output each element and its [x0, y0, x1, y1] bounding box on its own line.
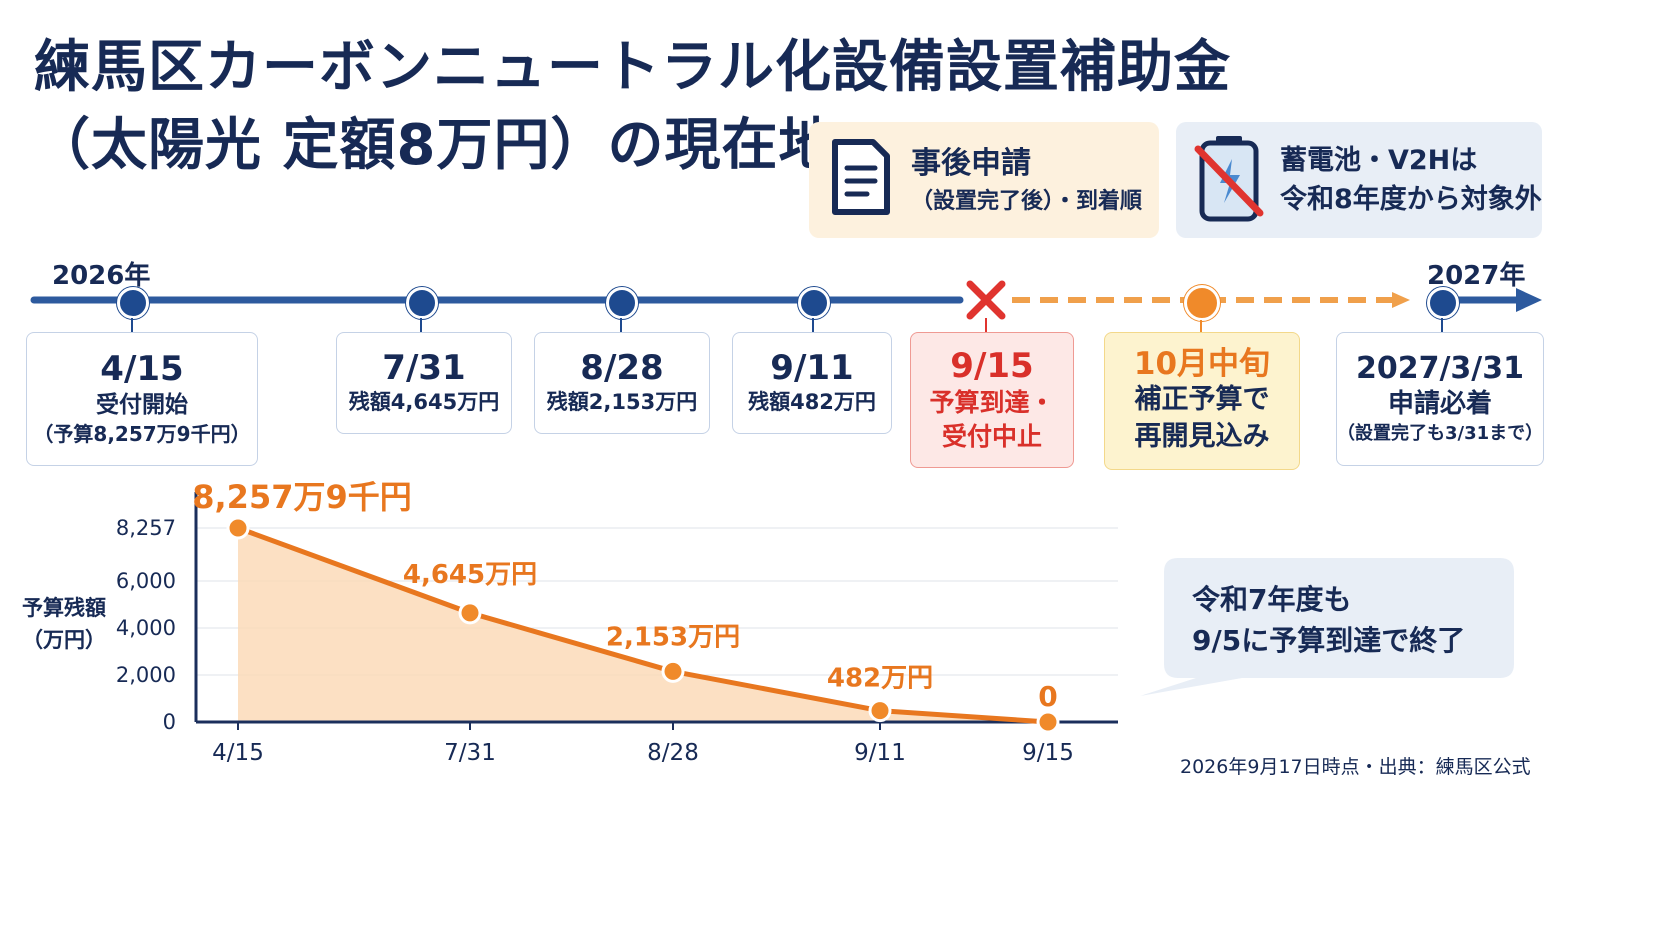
battery-card-line1: 蓄電池・V2Hは: [1280, 144, 1478, 176]
chart-data-point: [1036, 710, 1060, 734]
chart-points: [226, 516, 1060, 734]
page-title-line1: 練馬区カーボンニュートラル化設備設置補助金: [34, 35, 1231, 100]
chart-y-ticks: 8,257 6,000 4,000 2,000 0: [116, 516, 176, 734]
budget-chart: 8,257 6,000 4,000 2,000 0 4/15 7/31 8/28 9/11 9/…: [116, 478, 1118, 766]
note-line2: 9/5に予算到達で終了: [1192, 623, 1466, 657]
chart-x-ticks: 4/15 7/31 8/28 9/11 9/15: [212, 722, 1074, 766]
event-line1: 残額4,645万円: [348, 389, 500, 414]
application-info-card: 事後申請 （設置完了後）・到着順: [809, 122, 1159, 238]
timeline-start-year: 2026年: [52, 261, 151, 291]
timeline-dot-8-28: [606, 287, 638, 319]
chart-data-label: 482万円: [827, 664, 933, 694]
chart-x-tick-label: 9/15: [1022, 740, 1074, 766]
timeline-connector: [131, 318, 133, 332]
event-box-7-31: 7/31 残額4,645万円: [336, 332, 512, 434]
timeline-arrow-icon: [1516, 288, 1542, 312]
chart-y-tick-label: 4,000: [116, 616, 176, 640]
chart-x-tick-label: 8/28: [647, 740, 699, 766]
timeline-connector: [812, 318, 814, 332]
application-card-line1: 事後申請: [911, 146, 1031, 182]
chart-area-fill: [238, 528, 1048, 722]
event-box-9-15: 9/15 予算到達・ 受付中止: [910, 332, 1074, 468]
event-date: 7/31: [382, 347, 466, 388]
chart-data-point: [868, 699, 892, 723]
event-date: 9/15: [950, 345, 1034, 386]
timeline-connector: [985, 318, 987, 332]
timeline-connector: [420, 318, 422, 332]
chart-ylabel: 予算残額（万円）: [22, 593, 112, 656]
document-icon: [829, 138, 893, 222]
note-bubble: [1140, 558, 1514, 696]
chart-ylabel-text: 予算残額（万円）: [22, 596, 106, 652]
chart-y-tick-label: 2,000: [116, 663, 176, 687]
timeline-dot-7-31: [406, 287, 438, 319]
timeline-connector: [1441, 318, 1443, 332]
note-text: 令和7年度も 9/5に予算到達で終了: [1192, 580, 1465, 661]
event-box-8-28: 8/28 残額2,153万円: [534, 332, 710, 434]
battery-crossed-icon: [1194, 133, 1264, 227]
chart-data-label: 8,257万9千円: [192, 478, 412, 516]
chart-data-point: [458, 601, 482, 625]
chart-y-tick-label: 6,000: [116, 569, 176, 593]
chart-x-tick-label: 4/15: [212, 740, 264, 766]
event-line2: （予算8,257万9千円）: [33, 421, 251, 446]
timeline-dot-9-11: [798, 287, 830, 319]
chart-y-tick-label: 0: [163, 710, 176, 734]
event-line1: 受付開始: [96, 391, 188, 418]
event-line1: 残額2,153万円: [546, 389, 698, 414]
chart-x-tick-label: 9/11: [854, 740, 906, 766]
application-card-line2: （設置完了後）・到着順: [911, 188, 1143, 214]
event-line1: 予算到達・: [929, 387, 1055, 417]
chart-data-labels: 8,257万9千円 4,645万円 2,153万円 482万円 0: [192, 478, 1057, 713]
event-date: 2027/3/31: [1355, 351, 1525, 387]
chart-data-label: 4,645万円: [403, 560, 537, 590]
event-date: 8/28: [580, 347, 664, 388]
event-date: 4/15: [100, 349, 184, 390]
event-box-9-11: 9/11 残額482万円: [732, 332, 892, 434]
chart-x-tick-label: 7/31: [444, 740, 496, 766]
event-date: 9/11: [770, 347, 854, 388]
timeline-connector: [1200, 320, 1202, 332]
timeline-axis: [30, 280, 1542, 320]
chart-data-point: [661, 659, 685, 683]
chart-data-label: 0: [1038, 680, 1057, 713]
page-title-line2: （太陽光 定額8万円）の現在地: [34, 113, 836, 178]
source-note: 2026年9月17日時点・出典：練馬区公式: [1180, 756, 1531, 778]
event-date: 10月中旬: [1133, 345, 1271, 382]
timeline-end-year: 2027年: [1427, 261, 1526, 291]
event-line2: 受付中止: [941, 421, 1042, 451]
timeline-dot-2027-3-31: [1427, 287, 1459, 319]
timeline-connector: [620, 318, 622, 332]
event-box-october: 10月中旬 補正予算で 再開見込み: [1104, 332, 1300, 470]
chart-y-tick-label: 8,257: [116, 516, 176, 540]
battery-info-card: 蓄電池・V2Hは 令和8年度から対象外: [1176, 122, 1542, 238]
event-line1: 残額482万円: [748, 389, 876, 414]
event-line1: 補正予算で: [1134, 384, 1270, 416]
battery-card-line2: 令和8年度から対象外: [1280, 184, 1542, 215]
stop-cross-icon: [966, 280, 1006, 320]
note-line1: 令和7年度も: [1192, 583, 1352, 616]
event-line2: （設置完了も3/31まで）: [1337, 422, 1544, 444]
event-box-2027-3-31: 2027/3/31 申請必着 （設置完了も3/31まで）: [1336, 332, 1544, 466]
chart-data-point: [226, 516, 250, 540]
timeline-dot-4-15: [117, 287, 149, 319]
event-line2: 再開見込み: [1134, 420, 1270, 452]
timeline-dot-october: [1184, 285, 1220, 321]
event-box-4-15: 4/15 受付開始 （予算8,257万9千円）: [26, 332, 258, 466]
chart-data-label: 2,153万円: [606, 622, 740, 652]
event-line1: 申請必着: [1387, 388, 1492, 419]
timeline-dashed-arrowhead: [1392, 292, 1410, 308]
